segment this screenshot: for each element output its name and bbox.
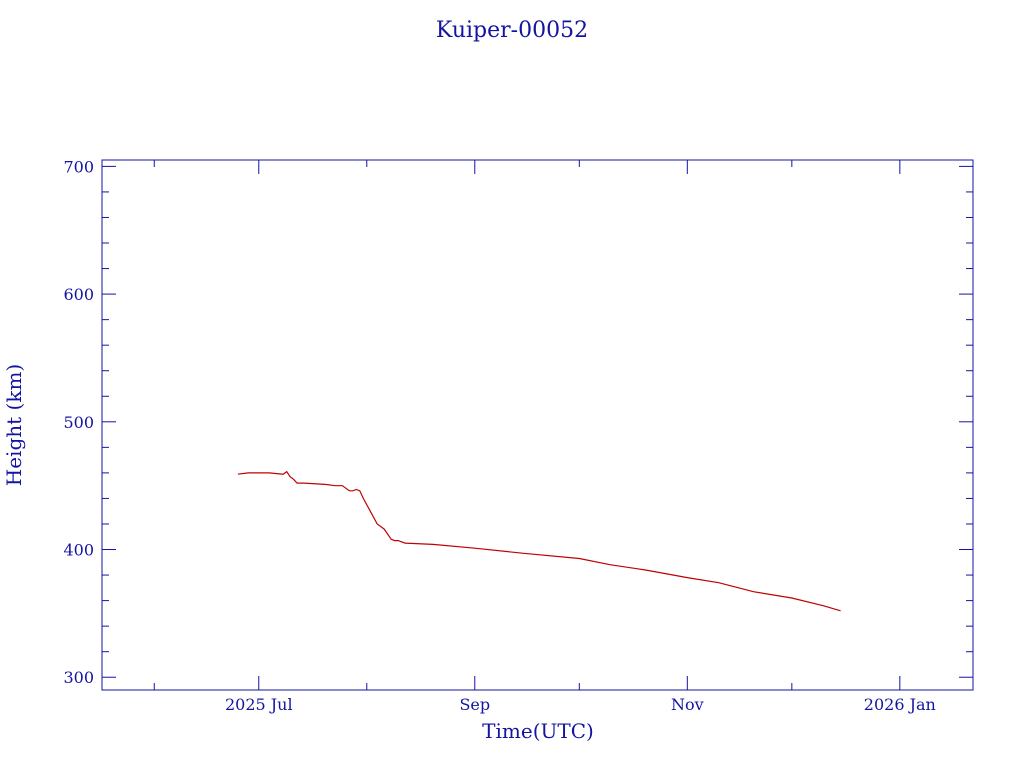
y-axis-label: Height (km): [2, 364, 26, 486]
y-tick-label: 600: [63, 285, 94, 304]
series-group: [237, 470, 841, 612]
y-tick-label: 500: [63, 413, 94, 432]
y-tick-label: 700: [63, 157, 94, 176]
x-axis-label: Time(UTC): [482, 719, 594, 743]
y-tick-labels: 300 400 500 600 700: [63, 157, 94, 687]
x-tick-label: Nov: [671, 695, 704, 714]
series-line-0: [237, 470, 841, 612]
axis-ticks: [102, 160, 973, 690]
y-tick-label: 300: [63, 668, 94, 687]
chart-title: Kuiper-00052: [436, 18, 588, 43]
y-tick-label: 400: [63, 541, 94, 560]
x-tick-label: Sep: [459, 695, 490, 714]
x-tick-label: 2026 Jan: [864, 695, 936, 714]
x-tick-labels: 2025 Jul Sep Nov 2026 Jan: [225, 695, 936, 714]
plot-frame: [101, 159, 974, 691]
x-tick-label: 2025 Jul: [225, 695, 293, 714]
